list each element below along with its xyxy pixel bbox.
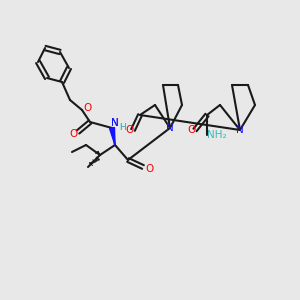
Text: O: O	[145, 164, 153, 174]
Text: H: H	[118, 122, 125, 131]
Text: O: O	[125, 125, 133, 135]
Text: N: N	[236, 125, 244, 135]
Polygon shape	[110, 128, 115, 145]
Text: NH₂: NH₂	[207, 130, 227, 140]
Text: O: O	[69, 129, 77, 139]
Text: N: N	[111, 118, 119, 128]
Text: O: O	[188, 125, 196, 135]
Text: H: H	[118, 122, 125, 131]
Text: N: N	[111, 118, 119, 128]
Text: O: O	[84, 103, 92, 113]
Text: N: N	[166, 123, 174, 133]
